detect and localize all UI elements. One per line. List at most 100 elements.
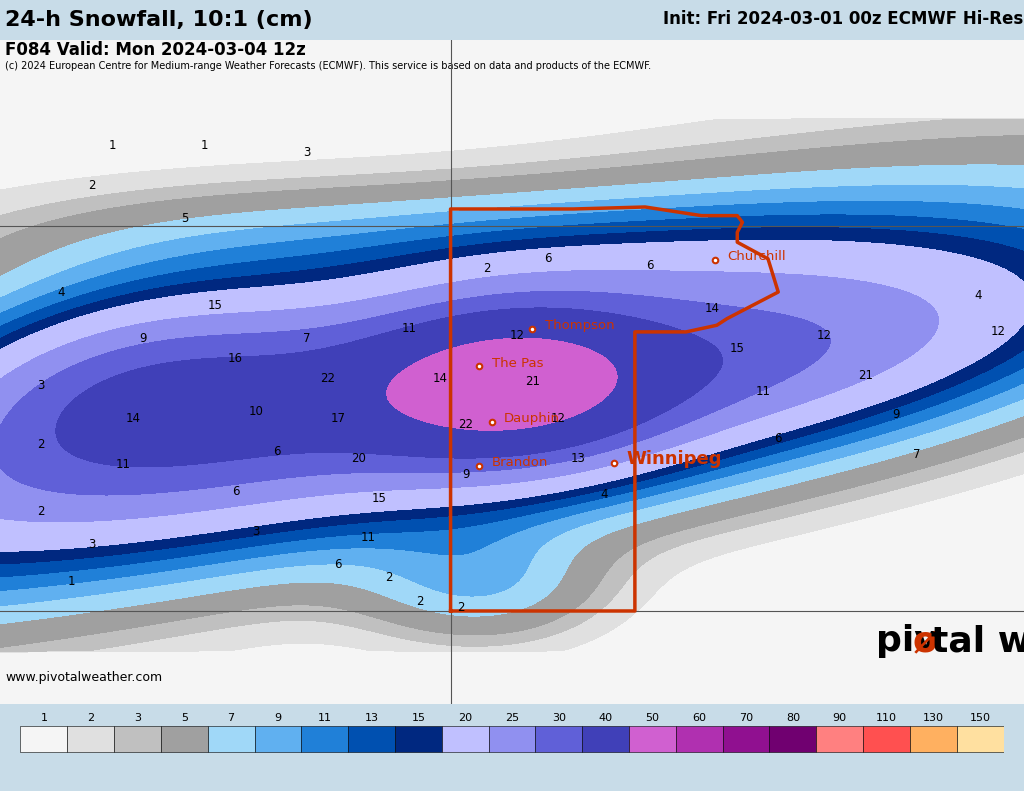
Text: Churchill: Churchill — [727, 250, 785, 263]
Text: 14: 14 — [433, 372, 447, 385]
Text: 5: 5 — [180, 213, 188, 225]
Text: 13: 13 — [365, 713, 379, 723]
Text: 14: 14 — [705, 302, 719, 315]
Text: 11: 11 — [361, 532, 376, 544]
Bar — [114, 726, 161, 752]
Text: 4: 4 — [974, 289, 982, 302]
Text: (c) 2024 European Centre for Medium-range Weather Forecasts (ECMWF). This servic: (c) 2024 European Centre for Medium-rang… — [5, 61, 651, 71]
Text: 6: 6 — [774, 432, 782, 445]
Text: Dauphin: Dauphin — [504, 412, 560, 425]
Text: 2: 2 — [88, 180, 96, 192]
Text: 3: 3 — [37, 379, 45, 392]
Text: 1: 1 — [201, 139, 209, 153]
Text: 2: 2 — [482, 263, 490, 275]
Text: 50: 50 — [645, 713, 659, 723]
Text: ø: ø — [912, 624, 937, 658]
Text: piv: piv — [876, 624, 937, 658]
Bar — [910, 726, 956, 752]
Text: 12: 12 — [510, 329, 524, 342]
Text: 20: 20 — [351, 452, 366, 464]
Text: 11: 11 — [116, 458, 130, 471]
Bar — [723, 726, 769, 752]
Text: 4: 4 — [57, 286, 66, 298]
Bar — [816, 726, 863, 752]
Text: 6: 6 — [646, 259, 654, 272]
Text: 7: 7 — [227, 713, 234, 723]
Bar — [161, 726, 208, 752]
Text: 7: 7 — [912, 448, 921, 461]
Text: 15: 15 — [730, 342, 744, 355]
Text: 9: 9 — [274, 713, 282, 723]
Text: tal weather: tal weather — [931, 624, 1024, 658]
Bar — [348, 726, 395, 752]
Text: Winnipeg: Winnipeg — [627, 451, 722, 468]
Text: 11: 11 — [317, 713, 332, 723]
Text: 10: 10 — [249, 405, 263, 418]
Bar — [395, 726, 441, 752]
Text: 9: 9 — [892, 408, 900, 422]
Text: 6: 6 — [334, 558, 342, 571]
Bar — [956, 726, 1004, 752]
Text: 3: 3 — [252, 524, 260, 538]
Text: 12: 12 — [817, 329, 831, 342]
Bar — [769, 726, 816, 752]
Text: 15: 15 — [412, 713, 425, 723]
Text: 2: 2 — [385, 571, 393, 585]
Text: 11: 11 — [756, 385, 770, 398]
Text: 6: 6 — [231, 485, 240, 498]
Text: 1: 1 — [68, 574, 76, 588]
Text: 3: 3 — [303, 146, 311, 159]
Text: 40: 40 — [599, 713, 612, 723]
Text: 90: 90 — [833, 713, 847, 723]
Text: 12: 12 — [991, 325, 1006, 339]
Text: 22: 22 — [321, 372, 335, 385]
Text: 2: 2 — [37, 438, 45, 452]
Text: 20: 20 — [458, 713, 472, 723]
Bar — [441, 726, 488, 752]
Text: 6: 6 — [272, 445, 281, 458]
Text: 70: 70 — [739, 713, 753, 723]
Text: 14: 14 — [126, 412, 140, 425]
Text: 2: 2 — [457, 601, 465, 614]
Text: F084 Valid: Mon 2024-03-04 12z: F084 Valid: Mon 2024-03-04 12z — [5, 41, 306, 59]
Text: 60: 60 — [692, 713, 707, 723]
Text: 9: 9 — [139, 332, 147, 345]
Text: 4: 4 — [600, 488, 608, 501]
Bar — [863, 726, 910, 752]
Text: 16: 16 — [228, 352, 243, 365]
Bar — [255, 726, 301, 752]
Text: 21: 21 — [525, 375, 540, 388]
Bar — [583, 726, 629, 752]
Text: 30: 30 — [552, 713, 566, 723]
Bar — [676, 726, 723, 752]
Text: Init: Fri 2024-03-01 00z ECMWF Hi-Res: Init: Fri 2024-03-01 00z ECMWF Hi-Res — [663, 9, 1023, 28]
Text: 2: 2 — [37, 505, 45, 518]
Text: 1: 1 — [40, 713, 47, 723]
Text: 1: 1 — [109, 139, 117, 153]
Text: 15: 15 — [372, 491, 386, 505]
Text: 3: 3 — [134, 713, 141, 723]
Text: 9: 9 — [462, 468, 470, 481]
Text: 12: 12 — [551, 412, 565, 425]
Text: 15: 15 — [208, 299, 222, 312]
Text: Brandon: Brandon — [492, 456, 548, 469]
Text: 2: 2 — [87, 713, 94, 723]
Text: 21: 21 — [858, 369, 872, 381]
Bar — [629, 726, 676, 752]
Text: The Pas: The Pas — [492, 357, 543, 369]
Bar — [488, 726, 536, 752]
Bar — [301, 726, 348, 752]
Text: 5: 5 — [181, 713, 187, 723]
Text: www.pivotalweather.com: www.pivotalweather.com — [5, 671, 162, 683]
Text: 24-h Snowfall, 10:1 (cm): 24-h Snowfall, 10:1 (cm) — [5, 9, 312, 29]
Text: 80: 80 — [785, 713, 800, 723]
Text: 11: 11 — [402, 322, 417, 335]
Bar — [68, 726, 114, 752]
Bar — [208, 726, 255, 752]
Text: 17: 17 — [331, 412, 345, 425]
Text: 13: 13 — [571, 452, 586, 464]
Text: 3: 3 — [88, 538, 96, 551]
Text: 7: 7 — [303, 332, 311, 345]
Bar — [536, 726, 583, 752]
Text: 22: 22 — [459, 418, 473, 431]
